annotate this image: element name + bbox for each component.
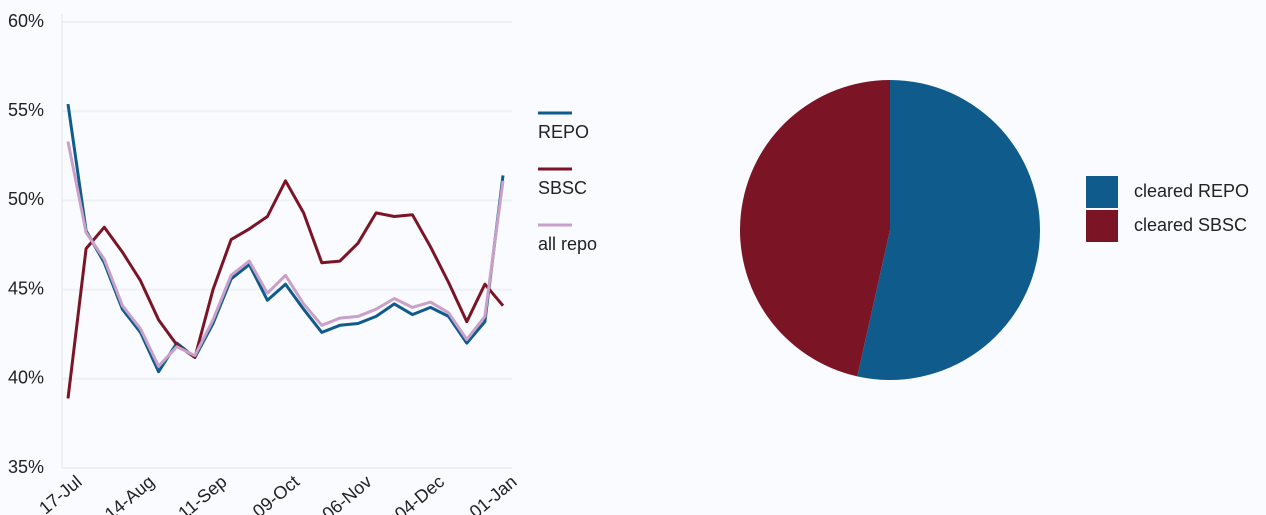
legend-label: REPO: [538, 122, 589, 142]
line-series: [66, 141, 505, 368]
y-tick-label: 60%: [8, 11, 44, 31]
x-tick-label: 01-Jan: [466, 471, 521, 515]
legend-swatch: [1086, 176, 1118, 208]
pie-slice: [739, 80, 890, 377]
legend-label: SBSC: [538, 178, 587, 198]
y-tick-label: 35%: [8, 457, 44, 477]
line-series: [66, 103, 505, 374]
x-tick-label: 14-Aug: [101, 471, 158, 515]
legend-swatch: [1086, 210, 1118, 242]
x-tick-label: 06-Nov: [318, 471, 375, 515]
x-tick-label: 04-Dec: [391, 471, 448, 515]
x-tick-label: 11-Sep: [174, 471, 230, 515]
x-tick-label: 17-Jul: [35, 471, 85, 515]
y-tick-label: 45%: [8, 278, 44, 298]
y-tick-label: 40%: [8, 368, 44, 388]
legend-label: cleared SBSC: [1134, 215, 1247, 235]
legend-label: cleared REPO: [1134, 181, 1249, 201]
x-tick-label: 09-Oct: [249, 471, 303, 515]
legend-label: all repo: [538, 234, 597, 254]
pie-slice: [857, 80, 1040, 380]
y-tick-label: 50%: [8, 189, 44, 209]
y-tick-label: 55%: [8, 100, 44, 120]
line-series: [66, 179, 505, 399]
